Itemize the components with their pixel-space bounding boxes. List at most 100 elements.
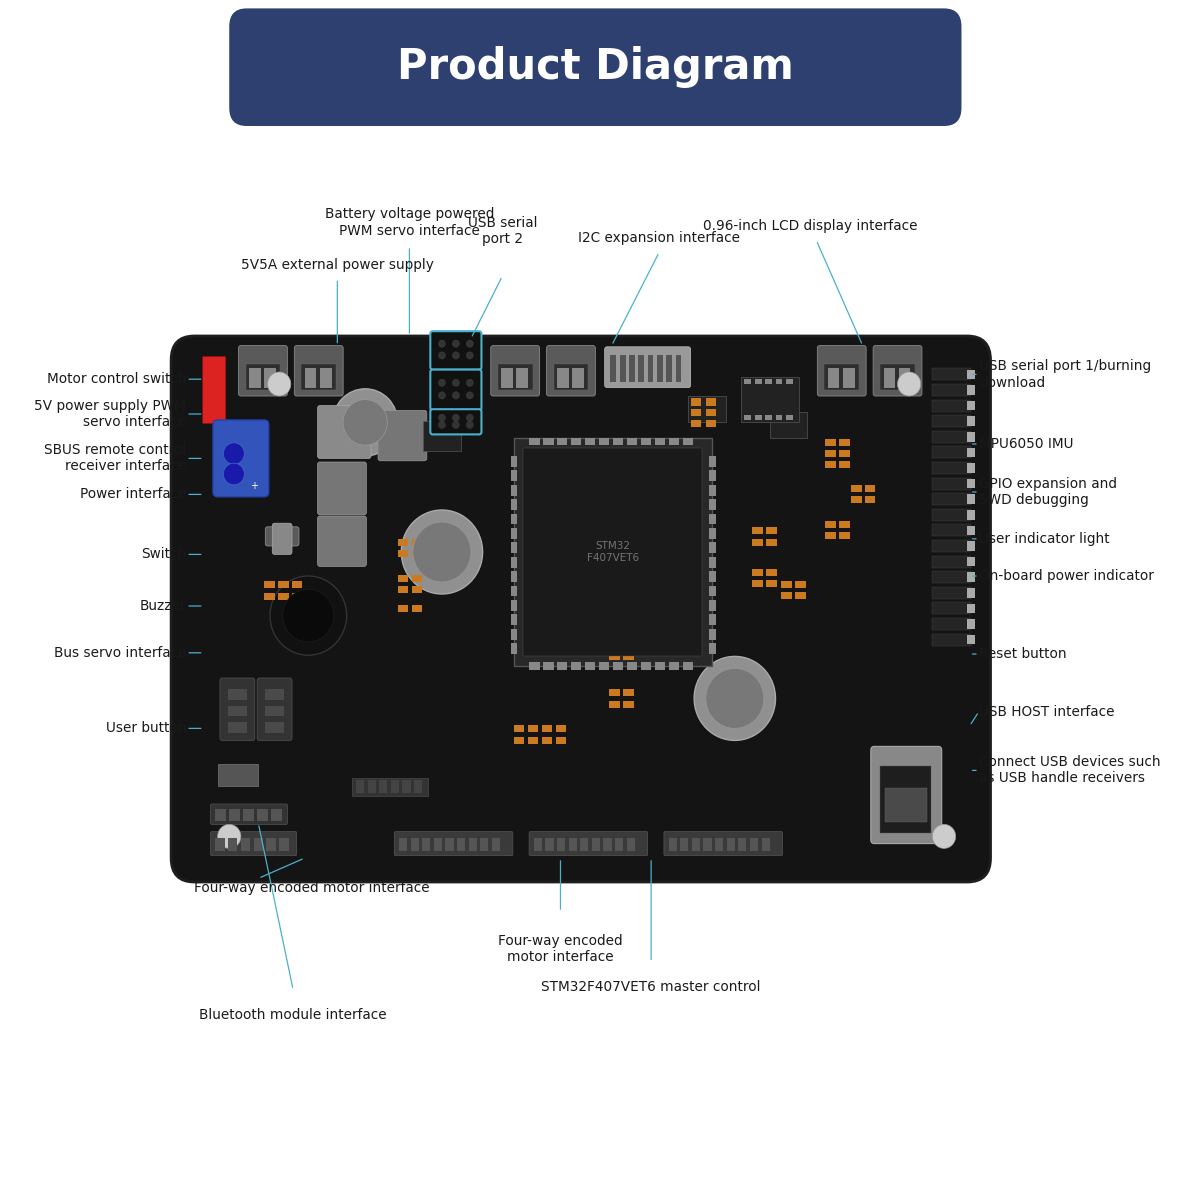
- FancyBboxPatch shape: [691, 409, 701, 416]
- Circle shape: [898, 372, 920, 396]
- FancyBboxPatch shape: [740, 377, 799, 422]
- FancyBboxPatch shape: [412, 605, 422, 612]
- FancyBboxPatch shape: [553, 364, 588, 390]
- Text: Buzzer: Buzzer: [139, 599, 186, 613]
- FancyBboxPatch shape: [257, 678, 292, 740]
- FancyBboxPatch shape: [932, 634, 971, 646]
- Circle shape: [467, 340, 473, 347]
- FancyBboxPatch shape: [932, 571, 971, 583]
- Text: MPU6050 IMU: MPU6050 IMU: [979, 437, 1073, 451]
- FancyBboxPatch shape: [817, 346, 866, 396]
- FancyBboxPatch shape: [967, 588, 976, 598]
- FancyBboxPatch shape: [826, 521, 836, 528]
- FancyBboxPatch shape: [610, 701, 619, 708]
- Text: STM32
F407VET6: STM32 F407VET6: [587, 541, 638, 563]
- FancyBboxPatch shape: [397, 605, 408, 612]
- FancyBboxPatch shape: [871, 746, 942, 844]
- FancyBboxPatch shape: [613, 662, 623, 670]
- FancyBboxPatch shape: [510, 600, 517, 611]
- FancyBboxPatch shape: [498, 364, 533, 390]
- FancyBboxPatch shape: [510, 542, 517, 553]
- Circle shape: [452, 391, 460, 398]
- FancyBboxPatch shape: [412, 539, 422, 546]
- FancyBboxPatch shape: [410, 838, 419, 851]
- FancyBboxPatch shape: [502, 368, 512, 388]
- Circle shape: [452, 352, 460, 359]
- FancyBboxPatch shape: [932, 618, 971, 630]
- FancyBboxPatch shape: [709, 470, 716, 481]
- FancyBboxPatch shape: [842, 368, 854, 388]
- FancyBboxPatch shape: [967, 432, 976, 442]
- Circle shape: [452, 379, 460, 386]
- FancyBboxPatch shape: [228, 706, 247, 716]
- FancyBboxPatch shape: [211, 832, 296, 856]
- FancyBboxPatch shape: [840, 439, 850, 446]
- FancyBboxPatch shape: [744, 415, 751, 420]
- FancyBboxPatch shape: [932, 462, 971, 474]
- FancyBboxPatch shape: [278, 593, 288, 600]
- Circle shape: [223, 463, 245, 485]
- FancyBboxPatch shape: [706, 398, 716, 406]
- Circle shape: [452, 421, 460, 428]
- Text: Bluetooth module interface: Bluetooth module interface: [199, 1008, 386, 1022]
- FancyBboxPatch shape: [967, 463, 976, 473]
- FancyBboxPatch shape: [265, 527, 299, 546]
- FancyBboxPatch shape: [932, 368, 971, 380]
- FancyBboxPatch shape: [292, 593, 302, 600]
- FancyBboxPatch shape: [967, 510, 976, 520]
- FancyBboxPatch shape: [412, 550, 422, 557]
- FancyBboxPatch shape: [709, 557, 716, 568]
- FancyBboxPatch shape: [767, 580, 776, 587]
- FancyBboxPatch shape: [840, 461, 850, 468]
- FancyBboxPatch shape: [611, 355, 617, 382]
- FancyBboxPatch shape: [932, 384, 971, 396]
- Circle shape: [467, 414, 473, 421]
- FancyBboxPatch shape: [691, 398, 701, 406]
- FancyBboxPatch shape: [655, 438, 665, 445]
- FancyBboxPatch shape: [265, 706, 284, 716]
- FancyBboxPatch shape: [215, 838, 224, 851]
- Circle shape: [268, 372, 290, 396]
- FancyBboxPatch shape: [528, 725, 539, 732]
- FancyBboxPatch shape: [755, 379, 762, 384]
- FancyBboxPatch shape: [556, 737, 566, 744]
- FancyBboxPatch shape: [967, 416, 976, 426]
- FancyBboxPatch shape: [709, 586, 716, 596]
- FancyBboxPatch shape: [755, 415, 762, 420]
- FancyBboxPatch shape: [706, 420, 716, 427]
- Text: Motor control switch: Motor control switch: [47, 372, 186, 386]
- FancyBboxPatch shape: [752, 580, 763, 587]
- FancyBboxPatch shape: [228, 838, 238, 851]
- FancyBboxPatch shape: [581, 838, 588, 851]
- FancyBboxPatch shape: [967, 619, 976, 629]
- FancyBboxPatch shape: [932, 493, 971, 505]
- FancyBboxPatch shape: [378, 410, 427, 461]
- Circle shape: [270, 576, 347, 655]
- FancyBboxPatch shape: [211, 804, 287, 824]
- FancyBboxPatch shape: [750, 838, 758, 851]
- FancyBboxPatch shape: [762, 838, 769, 851]
- FancyBboxPatch shape: [932, 478, 971, 490]
- FancyBboxPatch shape: [629, 355, 635, 382]
- FancyBboxPatch shape: [356, 780, 364, 793]
- FancyBboxPatch shape: [767, 527, 776, 534]
- FancyBboxPatch shape: [424, 421, 461, 451]
- Text: Switch: Switch: [140, 547, 186, 562]
- FancyBboxPatch shape: [932, 587, 971, 599]
- FancyBboxPatch shape: [241, 838, 250, 851]
- FancyBboxPatch shape: [967, 479, 976, 488]
- FancyBboxPatch shape: [781, 592, 792, 599]
- FancyBboxPatch shape: [715, 838, 724, 851]
- FancyBboxPatch shape: [967, 448, 976, 457]
- Text: STM32F407VET6 master control: STM32F407VET6 master control: [541, 980, 761, 995]
- FancyBboxPatch shape: [422, 838, 431, 851]
- FancyBboxPatch shape: [431, 370, 481, 410]
- FancyBboxPatch shape: [510, 485, 517, 496]
- FancyBboxPatch shape: [709, 514, 716, 524]
- FancyBboxPatch shape: [709, 571, 716, 582]
- FancyBboxPatch shape: [826, 450, 836, 457]
- FancyBboxPatch shape: [781, 581, 792, 588]
- FancyBboxPatch shape: [257, 809, 268, 821]
- FancyBboxPatch shape: [826, 439, 836, 446]
- FancyBboxPatch shape: [683, 662, 692, 670]
